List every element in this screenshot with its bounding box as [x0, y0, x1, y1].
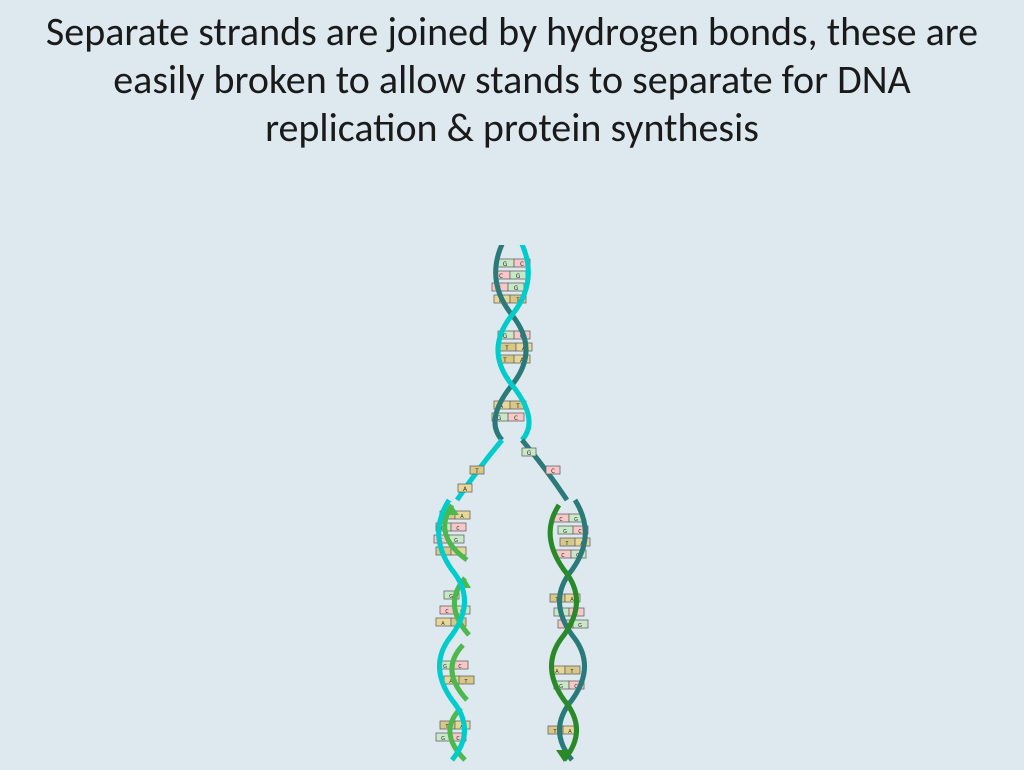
dna-replication-diagram: GC CG CG AT GC TA TA AT GC T A C G TA GC… — [362, 245, 662, 765]
dna-top-helix: GC CG CG AT GC TA TA AT GC — [492, 245, 532, 440]
svg-text:C: C — [514, 413, 518, 422]
svg-text:A: A — [555, 667, 559, 675]
dna-left-daughter: TA GC CG TA G CG AT GC AT TA GC — [434, 500, 474, 760]
slide-title: Separate strands are joined by hydrogen … — [0, 0, 1024, 152]
svg-text:T: T — [505, 343, 509, 352]
svg-text:T: T — [516, 401, 520, 410]
svg-text:G: G — [574, 515, 578, 523]
svg-text:G: G — [563, 527, 567, 535]
svg-text:C: C — [520, 259, 524, 268]
svg-text:G: G — [503, 259, 508, 268]
svg-text:G: G — [443, 662, 447, 670]
svg-text:T: T — [503, 355, 507, 364]
svg-text:G: G — [441, 734, 445, 742]
svg-text:G: G — [454, 536, 458, 544]
svg-text:T: T — [566, 539, 569, 547]
svg-text:T: T — [465, 677, 468, 685]
svg-text:G: G — [516, 271, 521, 280]
svg-text:G: G — [514, 283, 519, 292]
dna-right-daughter: CG GC TA CG TA GC CG AT GC TA — [548, 500, 590, 762]
svg-text:T: T — [475, 466, 479, 475]
svg-text:G: G — [578, 621, 582, 629]
svg-text:T: T — [571, 667, 574, 675]
svg-text:A: A — [568, 727, 572, 735]
svg-text:C: C — [551, 466, 555, 475]
dna-svg: GC CG CG AT GC TA TA AT GC T A C G TA GC… — [362, 245, 662, 765]
svg-text:G: G — [527, 448, 532, 457]
svg-text:A: A — [441, 619, 445, 627]
svg-text:T: T — [554, 727, 557, 735]
svg-text:C: C — [499, 271, 503, 280]
svg-text:A: A — [460, 512, 464, 520]
dna-fork: T A C G — [457, 440, 567, 500]
